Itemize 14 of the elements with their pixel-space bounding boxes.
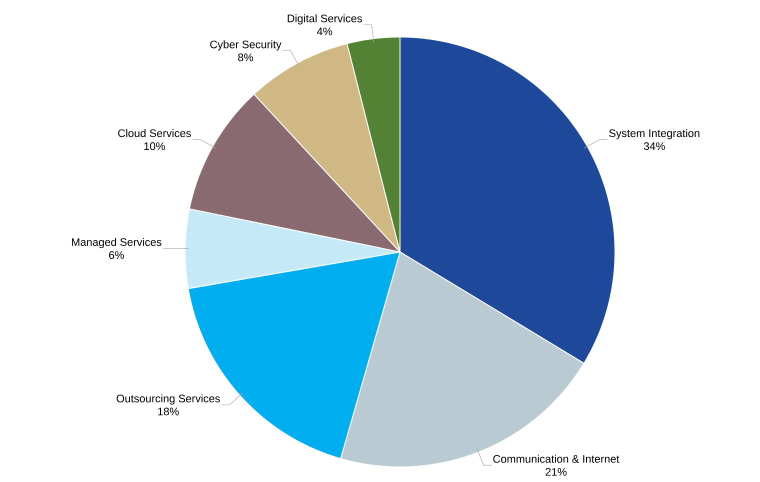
slice-label: System Integration [609,129,700,140]
data-label: 10% [144,142,166,150]
data-label: 4% [316,28,332,36]
data-label: 6% [109,251,124,259]
data-label: 18% [158,408,179,416]
slice-label: Digital Services [288,14,362,24]
data-label: 21% [546,468,567,476]
slice-label: Communication & Internet [493,454,620,463]
data-label: 34% [644,142,665,150]
slice-label: Cloud Services [118,129,191,138]
slice-label: Managed Services [72,238,162,248]
slice-label: Cyber Security [210,40,282,50]
data-label: 8% [238,54,254,62]
slice-label: Outsourcing Services [116,394,220,405]
